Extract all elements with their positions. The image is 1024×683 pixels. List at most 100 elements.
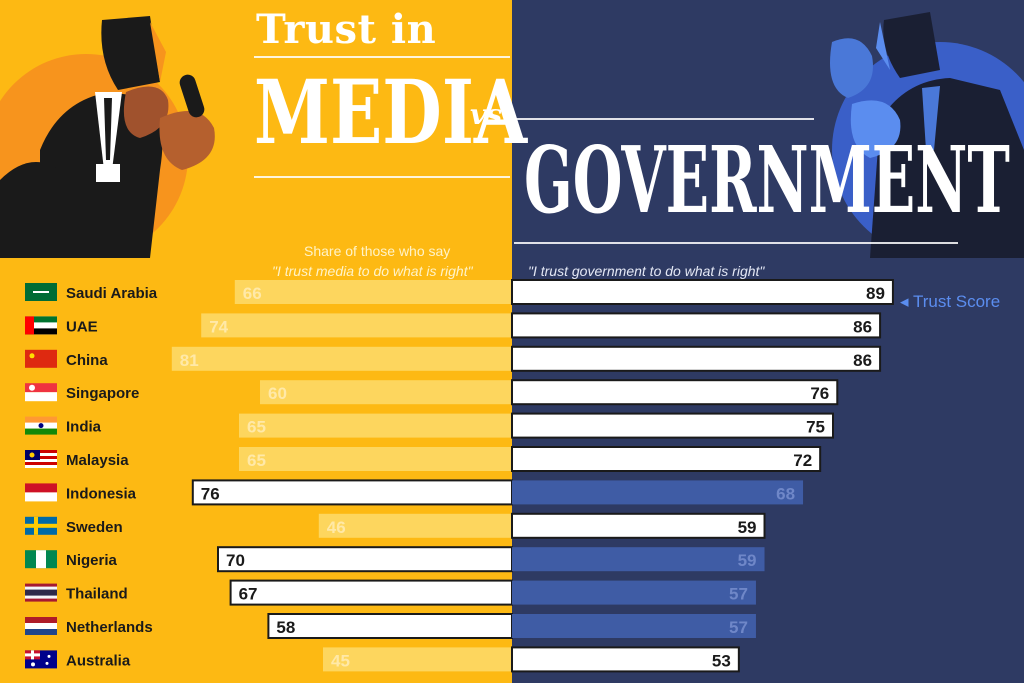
india-flag-icon xyxy=(25,428,57,435)
singapore-flag-icon xyxy=(29,384,35,391)
government-bar xyxy=(512,580,756,605)
government-value-label: 68 xyxy=(776,484,795,503)
government-value-label: 57 xyxy=(729,618,748,637)
media-value-label: 58 xyxy=(276,618,295,637)
government-bar xyxy=(511,312,882,339)
uae-flag-icon xyxy=(25,316,57,323)
title-media: MEDIA xyxy=(254,60,528,164)
title-trust-in: Trust in xyxy=(256,6,437,53)
country-label: Sweden xyxy=(66,519,123,536)
netherlands-flag-icon xyxy=(25,617,57,623)
government-bar xyxy=(511,379,839,406)
uae-flag-icon xyxy=(25,316,34,335)
australia-flag-icon xyxy=(25,653,40,657)
media-value-label: 60 xyxy=(268,384,287,403)
media-value-label: 65 xyxy=(247,451,266,470)
government-value-label: 86 xyxy=(853,317,872,336)
country-label: China xyxy=(66,352,108,369)
title-government: GOVERNMENT xyxy=(524,126,1010,234)
government-value-label: 86 xyxy=(853,351,872,370)
china-flag-icon xyxy=(29,353,35,359)
media-bar xyxy=(260,380,512,405)
media-bar xyxy=(234,280,513,304)
title-rule-top xyxy=(254,56,510,58)
country-label: Australia xyxy=(66,652,131,669)
media-bar xyxy=(171,346,513,371)
saudi-arabia-flag-icon xyxy=(33,291,49,293)
australia-flag-icon xyxy=(45,661,49,665)
media-value-label: 74 xyxy=(209,317,228,336)
media-value-label: 66 xyxy=(243,284,262,303)
media-value-label: 70 xyxy=(226,551,245,570)
australia-flag-icon xyxy=(31,662,35,667)
media-subtitle-line2: "I trust media to do what is right" xyxy=(272,263,473,279)
title-rule-gov-top xyxy=(514,118,814,120)
country-label: Saudi Arabia xyxy=(66,285,158,302)
netherlands-flag-icon xyxy=(25,623,57,629)
malaysia-flag-icon xyxy=(25,453,57,456)
government-value-label: 57 xyxy=(729,585,748,604)
government-value-label: 72 xyxy=(793,451,812,470)
trust-score-label: Trust Score xyxy=(912,292,1001,311)
media-bar xyxy=(318,513,512,538)
government-value-label: 75 xyxy=(806,418,825,437)
government-bar xyxy=(511,345,882,372)
government-bar xyxy=(511,412,834,439)
media-value-label: 76 xyxy=(201,484,220,503)
indonesia-flag-icon xyxy=(25,483,57,493)
country-label: Thailand xyxy=(66,586,128,603)
malaysia-flag-icon xyxy=(25,465,57,468)
country-label: Malaysia xyxy=(66,452,129,469)
thailand-flag-icon xyxy=(25,589,57,596)
government-value-label: 59 xyxy=(738,551,757,570)
government-bar xyxy=(511,446,822,472)
sweden-flag-icon xyxy=(25,523,57,528)
malaysia-flag-icon xyxy=(25,450,57,453)
country-label: Singapore xyxy=(66,385,139,402)
media-value-label: 45 xyxy=(331,651,350,670)
government-bar xyxy=(512,480,804,505)
triangle-left-icon: ◂ xyxy=(900,292,913,311)
reporter-figure-icon xyxy=(0,16,215,258)
media-bar xyxy=(267,613,513,639)
government-bar xyxy=(511,279,894,305)
media-bar xyxy=(201,313,512,338)
singapore-flag-icon xyxy=(25,392,57,402)
government-value-label: 76 xyxy=(810,384,829,403)
netherlands-flag-icon xyxy=(25,629,57,635)
government-value-label: 53 xyxy=(712,651,731,670)
media-value-label: 67 xyxy=(239,585,258,604)
media-bar xyxy=(239,413,512,438)
malaysia-flag-icon xyxy=(25,459,57,462)
country-label: Nigeria xyxy=(66,552,118,569)
china-flag-icon xyxy=(25,349,57,368)
malaysia-flag-icon xyxy=(25,456,57,459)
media-bar xyxy=(323,647,512,672)
media-value-label: 65 xyxy=(247,418,266,437)
country-label: Netherlands xyxy=(66,619,153,636)
government-bar xyxy=(511,512,766,539)
media-bar xyxy=(191,479,514,506)
government-value-label: 89 xyxy=(866,284,885,303)
government-bar xyxy=(512,614,756,638)
media-subtitle-line1: Share of those who say xyxy=(304,243,451,259)
media-bar xyxy=(239,447,512,471)
title-vs: vs xyxy=(470,98,503,131)
india-flag-icon xyxy=(25,416,57,423)
title-rule-gov-bottom xyxy=(514,242,958,244)
country-label: India xyxy=(66,419,102,436)
country-label: UAE xyxy=(66,318,98,335)
uae-flag-icon xyxy=(25,328,57,335)
country-label: Indonesia xyxy=(66,485,137,502)
india-flag-icon xyxy=(38,423,44,429)
media-value-label: 46 xyxy=(327,518,346,537)
media-value-label: 81 xyxy=(180,351,199,370)
title-rule-mid xyxy=(254,176,510,178)
government-bar xyxy=(512,547,765,572)
government-value-label: 59 xyxy=(738,518,757,537)
government-bar xyxy=(511,646,740,673)
singapore-flag-icon xyxy=(25,383,57,393)
politician-figure-icon xyxy=(830,12,1024,258)
malaysia-flag-icon xyxy=(25,462,57,465)
